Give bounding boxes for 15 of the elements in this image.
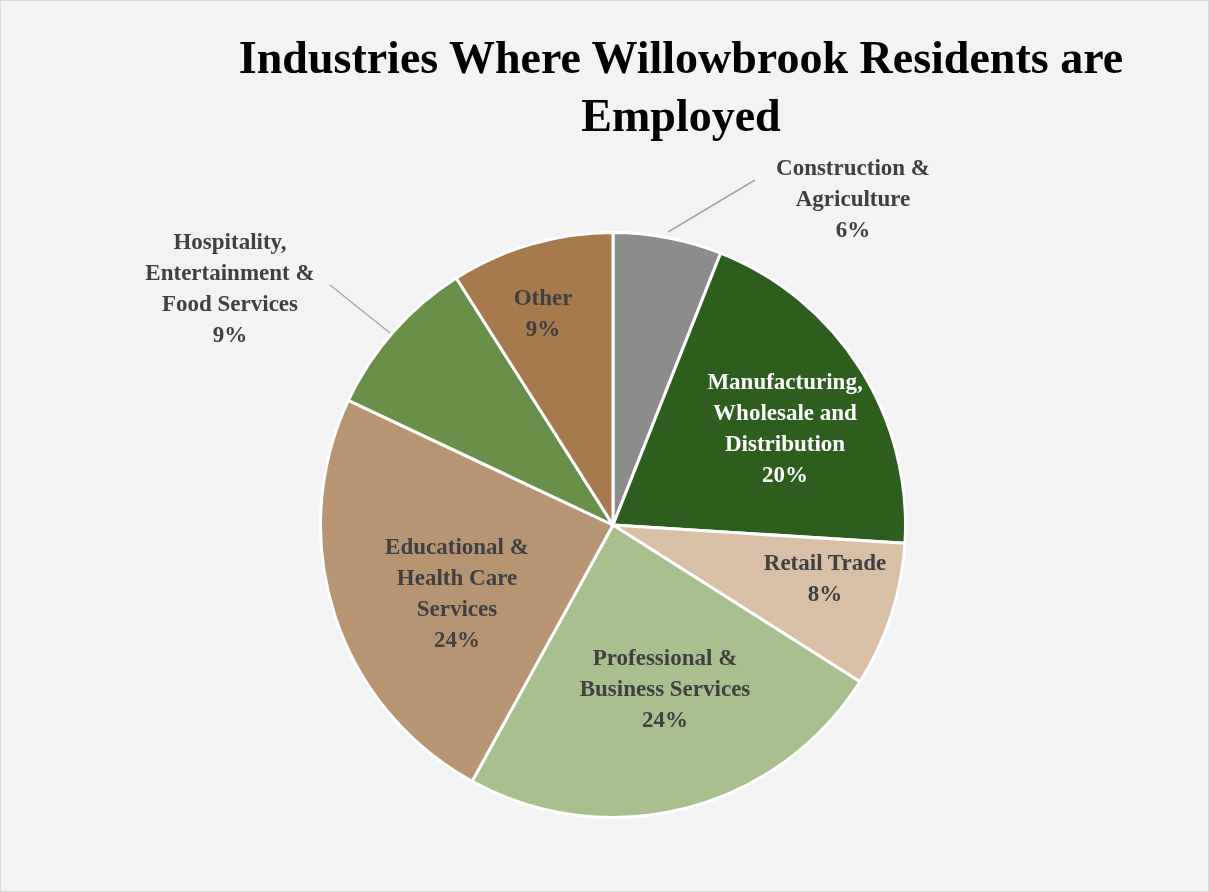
slice-label: Educational & Health Care Services xyxy=(385,534,529,622)
slice-label: Retail Trade xyxy=(763,550,887,576)
chart-title: Industries Where Willowbrook Residents are Employed xyxy=(237,31,1125,143)
data-label: 8% xyxy=(807,581,843,607)
data-label: 6% xyxy=(835,216,871,242)
slice-label: Other xyxy=(513,285,573,311)
data-label: 20% xyxy=(762,462,808,488)
data-label: 24% xyxy=(642,706,688,732)
slice-label: Construction & Agriculture xyxy=(776,154,930,211)
data-label: 24% xyxy=(434,627,480,653)
data-label: 9% xyxy=(525,316,561,342)
data-label: 9% xyxy=(212,322,248,348)
slice-label: Manufacturing, Wholesale and Distribution xyxy=(707,369,863,457)
slice-label: Professional & Business Services xyxy=(579,644,751,701)
slice-label: Hospitality, Entertainment & Food Services xyxy=(145,229,315,317)
